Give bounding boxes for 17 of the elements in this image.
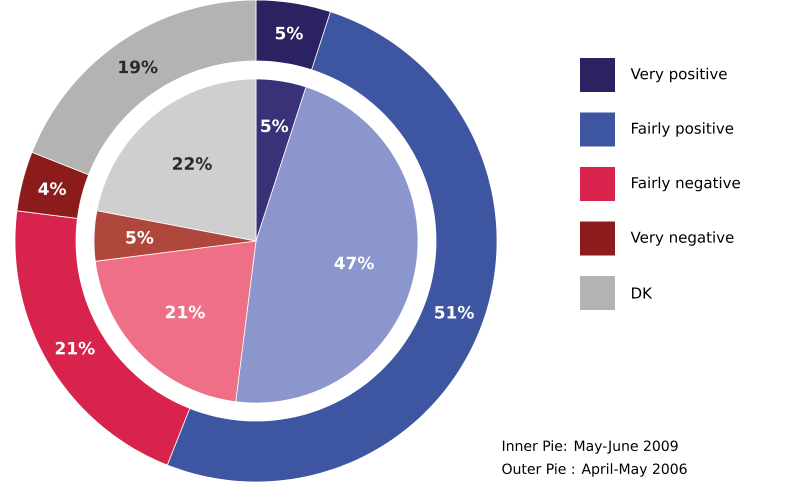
data-label: 5% bbox=[126, 230, 154, 244]
data-label: 47% bbox=[334, 256, 374, 270]
data-label: 4% bbox=[38, 182, 66, 196]
data-label: 5% bbox=[276, 26, 303, 40]
data-label: 22% bbox=[172, 157, 212, 170]
data-label: 21% bbox=[166, 306, 205, 318]
data-label: 19% bbox=[119, 60, 158, 74]
data-label: 5% bbox=[261, 119, 288, 132]
text: Outer Pie : April-May 2006 bbox=[502, 463, 687, 477]
legend-label: Fairly negative bbox=[632, 176, 740, 192]
legend-label: Very negative bbox=[630, 231, 734, 246]
legend-label: DK bbox=[632, 288, 652, 298]
data-label: 21% bbox=[56, 342, 95, 355]
text: Inner Pie: May-June 2009 bbox=[502, 440, 678, 454]
legend-label: Very positive bbox=[630, 68, 727, 82]
legend-label: Fairly positive bbox=[632, 122, 734, 137]
data-label: 51% bbox=[435, 306, 474, 319]
